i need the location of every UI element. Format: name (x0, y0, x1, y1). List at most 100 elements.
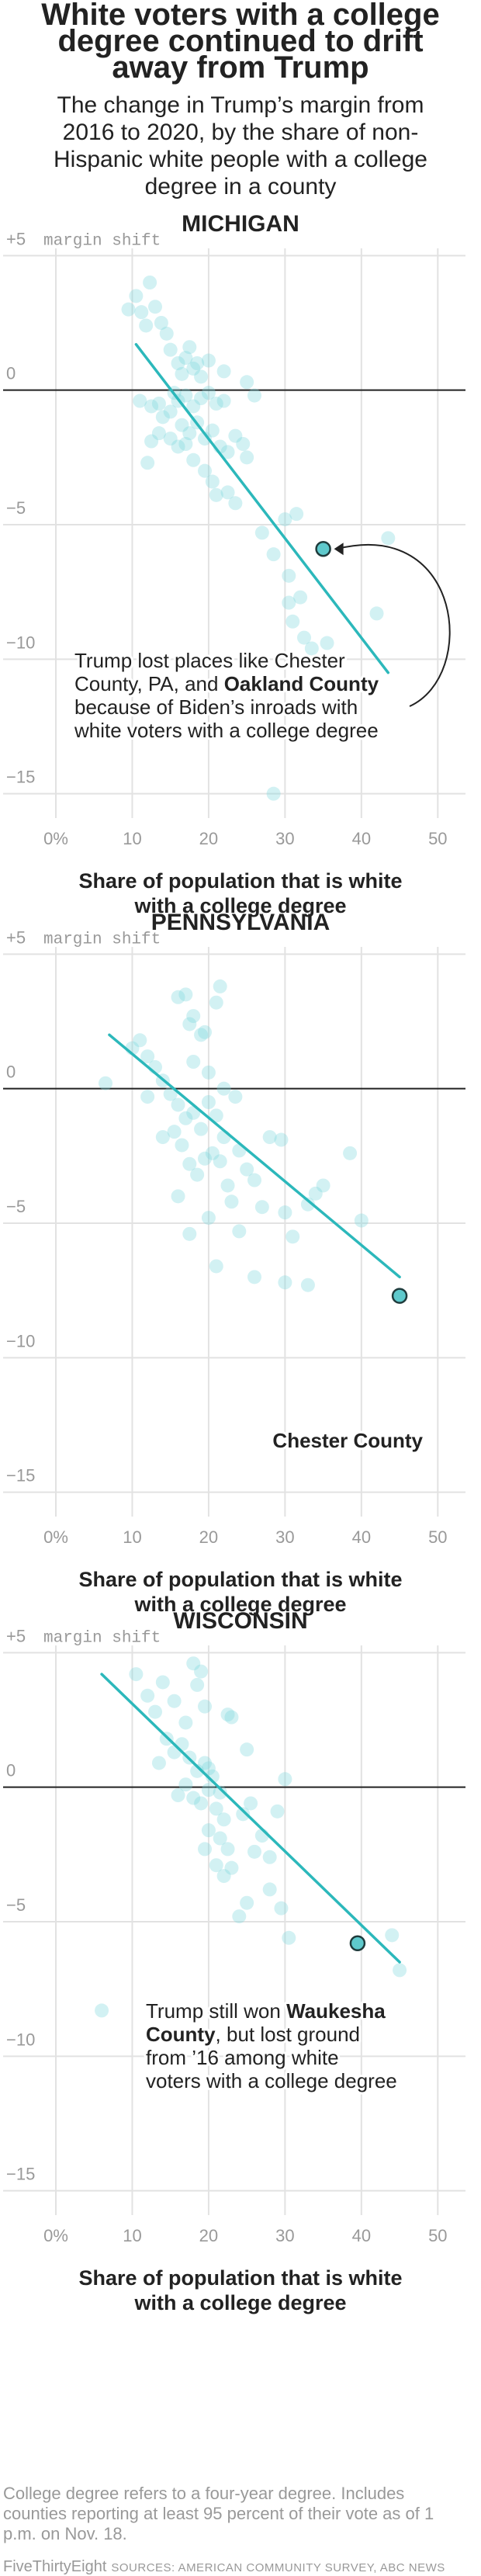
data-point (190, 356, 205, 370)
data-point (278, 1205, 292, 1220)
data-point (354, 1213, 369, 1228)
data-point (182, 1156, 197, 1171)
y-tick-label: −5 (6, 498, 26, 518)
y-tick-label: 0 (6, 364, 16, 383)
pennsylvania-chart: PENNSYLVANIA 0% 10 20 30 40 50 +5 0 −5 −10 −15 margi… (3, 910, 465, 1616)
data-point (343, 1146, 358, 1160)
x-tick-label: 50 (428, 1527, 447, 1547)
data-point (133, 394, 147, 408)
data-point (175, 418, 189, 432)
data-point (220, 445, 235, 459)
data-point (213, 1831, 227, 1846)
data-point (205, 474, 220, 489)
data-point (151, 426, 166, 441)
data-point (316, 1178, 330, 1193)
annotation-line: voters with a college degree (146, 2069, 397, 2092)
data-point (175, 366, 189, 381)
data-point (155, 410, 170, 425)
data-point (186, 1009, 201, 1024)
data-point (171, 1097, 185, 1112)
data-point (274, 1901, 289, 1916)
data-point (134, 305, 149, 320)
annotation-text: white voters with a college degree (74, 719, 379, 742)
data-point (194, 391, 209, 406)
data-point (201, 1211, 216, 1226)
x-tick-label: 0% (43, 829, 68, 848)
data-point (190, 1677, 205, 1692)
data-point (224, 1194, 239, 1209)
data-point (278, 1772, 292, 1787)
data-point (198, 432, 212, 446)
data-point (220, 1708, 235, 1722)
trend-line (100, 1673, 401, 1964)
data-point (254, 1200, 269, 1215)
data-point (285, 614, 300, 629)
x-tick-label: 10 (123, 2226, 141, 2245)
highlighted-county-point (349, 1935, 366, 1951)
data-point (129, 1667, 144, 1682)
data-point (266, 547, 281, 562)
data-point (247, 1173, 261, 1187)
data-point (216, 1081, 231, 1096)
x-tick-label: 50 (428, 829, 447, 848)
data-point (144, 434, 159, 449)
data-point (201, 386, 216, 400)
data-point (151, 397, 166, 411)
data-point (186, 361, 201, 376)
wisconsin-chart: WISCONSIN 0% 10 20 30 40 50 +5 0 −5 −10 −15 margin s… (3, 1608, 465, 2314)
annotation-text: County, PA, and (74, 672, 224, 695)
annotation-text: , but lost ground (216, 2023, 360, 2046)
data-point (254, 525, 269, 540)
data-point (163, 404, 178, 419)
data-point (216, 394, 231, 408)
data-point (175, 1737, 189, 1752)
annotation-text: because of Biden’s inroads with (74, 695, 358, 719)
data-point (144, 399, 159, 414)
data-point (139, 318, 154, 333)
data-point (175, 1138, 189, 1153)
data-point (209, 397, 223, 411)
annotation-text: from ’16 among white (146, 2046, 339, 2069)
y-axis-label: margin shift (43, 931, 161, 948)
data-point (143, 276, 157, 289)
data-point (201, 1761, 216, 1776)
data-point (201, 353, 216, 368)
data-point (198, 1756, 212, 1770)
data-point (209, 1259, 223, 1274)
data-point (320, 636, 334, 650)
y-tick-label: −15 (6, 768, 35, 787)
data-point (274, 1132, 289, 1147)
data-point (190, 1763, 205, 1778)
data-point (198, 1699, 212, 1714)
data-point (201, 1095, 216, 1109)
data-point (232, 1909, 247, 1924)
chart-title: WISCONSIN (173, 1608, 307, 1634)
data-point (171, 1189, 185, 1204)
data-point (278, 512, 292, 527)
data-point (216, 364, 231, 379)
x-tick-label: 30 (275, 2226, 294, 2245)
trend-line (134, 342, 390, 674)
sources-text: SOURCES: AMERICAN COMMUNITY SURVEY, ABC … (111, 2561, 445, 2574)
data-point (178, 351, 193, 366)
x-tick-label: 0% (43, 2226, 68, 2245)
data-point (155, 1675, 170, 1690)
data-point (300, 1278, 315, 1292)
footer-note: College degree refers to a four-year deg… (3, 2484, 434, 2543)
data-point (182, 1017, 197, 1031)
x-tick-label: 20 (199, 829, 218, 848)
data-point (201, 1823, 216, 1838)
data-point (155, 1130, 170, 1145)
data-point (178, 987, 193, 1002)
data-point (289, 507, 304, 522)
data-point (186, 1656, 201, 1671)
data-point (194, 1122, 209, 1136)
data-point (216, 1812, 231, 1827)
footer-credit: FiveThirtyEight SOURCES: AMERICAN COMMUNI… (3, 2558, 478, 2576)
brand-name: FiveThirtyEight (3, 2558, 107, 2575)
data-point (236, 437, 251, 451)
page-subtitle: The change in Trump’s margin from 2016 t… (54, 92, 427, 199)
x-tick-label: 10 (123, 1527, 141, 1547)
data-point (209, 487, 223, 502)
data-point (198, 463, 212, 478)
